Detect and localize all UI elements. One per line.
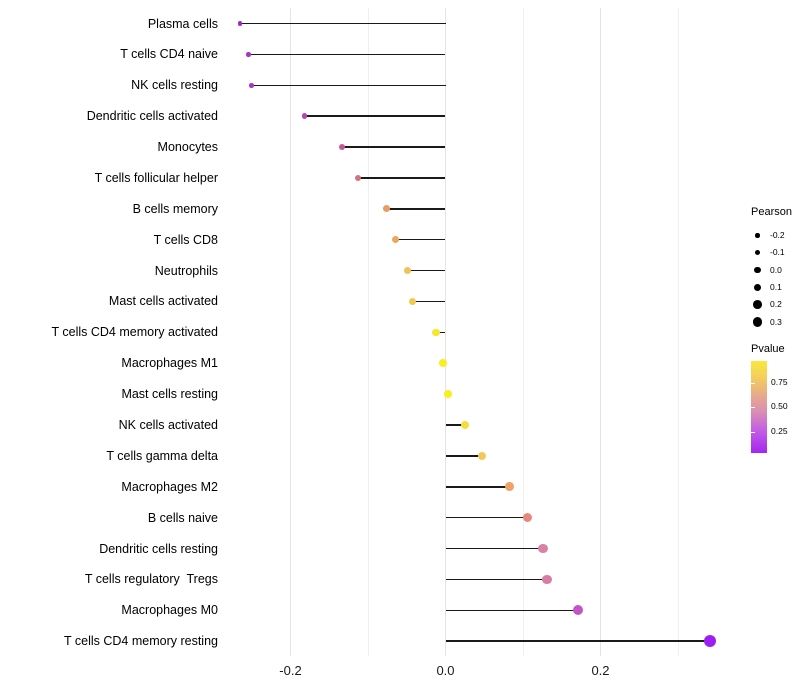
- lollipop-dot: [301, 113, 308, 119]
- lollipop-dot: [460, 420, 469, 430]
- category-label: Monocytes: [157, 140, 218, 155]
- lollipop-dot: [408, 297, 416, 306]
- category-label: Mast cells activated: [108, 294, 218, 309]
- pearson-legend-value: 0.1: [770, 281, 782, 292]
- category-label: Macrophages M0: [121, 603, 218, 618]
- pearson-legend-dot: [755, 233, 760, 238]
- lollipop-dot: [538, 543, 548, 554]
- lollipop-dot: [439, 359, 448, 368]
- pvalue-bar-tick: [751, 406, 755, 408]
- lollipop-dot: [354, 174, 362, 182]
- lollipop-stem: [412, 300, 446, 303]
- pearson-legend-value: -0.1: [770, 247, 785, 258]
- category-label: NK cells resting: [131, 78, 218, 93]
- lollipop-dot: [246, 52, 251, 57]
- category-label: T cells regulatory Tregs: [84, 572, 218, 587]
- lollipop-stem: [407, 269, 446, 272]
- minor-gridline: [677, 8, 679, 656]
- lollipop-stem: [445, 516, 528, 519]
- category-label: T cells follicular helper: [94, 170, 218, 185]
- lollipop-dot: [505, 482, 515, 492]
- category-label: Mast cells resting: [121, 387, 218, 402]
- lollipop-stem: [357, 177, 446, 179]
- pearson-legend-value: 0.3: [770, 316, 782, 327]
- pvalue-legend-value: 0.75: [771, 377, 788, 388]
- major-gridline: [600, 8, 601, 656]
- pearson-legend-dot: [752, 317, 763, 327]
- lollipop-dot: [249, 82, 255, 88]
- pearson-legend-title: Pearson: [751, 206, 792, 218]
- lollipop-dot: [443, 390, 452, 399]
- category-label: T cells CD4 memory resting: [64, 634, 218, 649]
- lollipop-stem: [342, 146, 446, 148]
- category-label: Dendritic cells resting: [99, 541, 218, 556]
- category-label: B cells naive: [147, 510, 218, 525]
- category-label: T cells CD4 naive: [120, 47, 218, 62]
- category-label: Macrophages M1: [121, 356, 218, 371]
- pearson-legend-dot: [753, 283, 762, 292]
- lollipop-stem: [445, 578, 548, 581]
- lollipop-stem: [304, 115, 446, 117]
- pvalue-bar-tick: [751, 431, 755, 433]
- x-axis-tick-label: -0.2: [279, 663, 302, 678]
- pvalue-legend-value: 0.25: [771, 426, 788, 437]
- minor-gridline: [367, 8, 369, 656]
- pearson-legend-dot: [754, 250, 761, 256]
- lollipop-dot: [542, 574, 552, 585]
- category-label: Neutrophils: [154, 263, 218, 278]
- pvalue-legend-title: Pvalue: [751, 343, 785, 355]
- lollipop-stem: [445, 486, 510, 488]
- lollipop-stem: [240, 22, 446, 25]
- lollipop-dot: [703, 634, 717, 648]
- lollipop-stem: [445, 455, 482, 457]
- pvalue-bar-tick: [751, 382, 755, 384]
- pearson-legend-value: 0.2: [770, 299, 782, 310]
- lollipop-dot: [477, 451, 487, 461]
- category-label: Plasma cells: [147, 16, 218, 31]
- pvalue-gradient-bar: [751, 361, 767, 453]
- major-gridline: [290, 8, 291, 656]
- category-label: T cells CD4 memory activated: [51, 325, 219, 340]
- lollipop-stem: [251, 84, 446, 87]
- category-label: T cells CD8: [153, 232, 218, 247]
- category-label: T cells gamma delta: [106, 448, 218, 463]
- lollipop-dot: [238, 21, 243, 26]
- lollipop-stem: [445, 609, 579, 612]
- lollipop-stem: [386, 208, 446, 210]
- lollipop-stem: [436, 331, 446, 334]
- major-gridline: [445, 8, 446, 656]
- pvalue-legend-value: 0.50: [771, 401, 788, 412]
- lollipop-stem: [445, 640, 710, 642]
- lollipop-dot: [383, 205, 390, 213]
- category-label: Macrophages M2: [121, 479, 218, 494]
- category-label: Dendritic cells activated: [86, 109, 218, 124]
- lollipop-stem: [445, 424, 465, 426]
- x-axis-tick-label: 0.2: [591, 663, 610, 678]
- lollipop-dot: [432, 328, 441, 337]
- lollipop-dot: [572, 605, 584, 616]
- pearson-legend-value: -0.2: [770, 230, 785, 240]
- minor-gridline: [522, 8, 524, 656]
- lollipop-dot: [392, 236, 400, 244]
- lollipop-stem: [445, 547, 544, 550]
- lollipop-dot: [339, 143, 346, 151]
- category-label: NK cells activated: [118, 418, 218, 432]
- category-label: B cells memory: [132, 201, 218, 216]
- pearson-legend-value: 0.0: [770, 264, 782, 275]
- lollipop-stem: [395, 238, 446, 241]
- pearson-legend-dot: [753, 300, 762, 310]
- lollipop-dot: [523, 513, 533, 523]
- lollipop-stem: [248, 53, 446, 56]
- x-axis-tick-label: 0.0: [436, 663, 455, 678]
- pearson-legend-dot: [754, 266, 761, 274]
- lollipop-dot: [403, 266, 412, 275]
